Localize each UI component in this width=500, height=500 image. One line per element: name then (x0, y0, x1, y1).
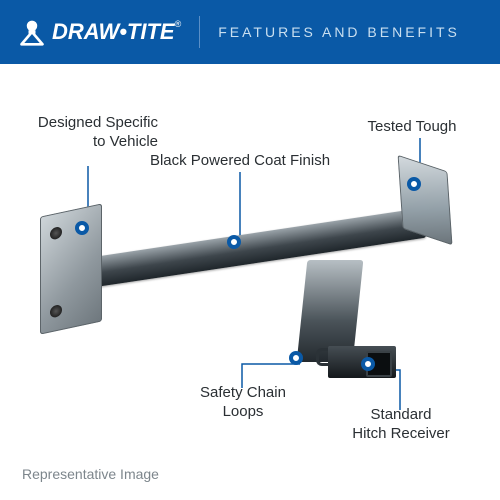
diagram-stage: Designed Specificto VehicleBlack Powered… (0, 64, 500, 500)
callout-loops-line1: Loops (188, 403, 298, 422)
callout-tested: Tested Tough (352, 118, 472, 137)
marker-loops (289, 351, 303, 365)
header-title: FEATURES AND BENEFITS (218, 24, 460, 40)
header-divider (199, 16, 200, 48)
callout-designed-line0: Designed Specific (18, 114, 158, 133)
callout-loops: Safety ChainLoops (188, 384, 298, 422)
marker-receiver (361, 357, 375, 371)
brand-logo: DRAW•TITE® (18, 18, 181, 46)
callout-loops-line0: Safety Chain (188, 384, 298, 403)
marker-tested (407, 177, 421, 191)
callout-finish-line0: Black Powered Coat Finish (135, 152, 345, 171)
brand-name: DRAW•TITE® (52, 19, 181, 45)
callout-designed: Designed Specificto Vehicle (18, 114, 158, 152)
callout-finish: Black Powered Coat Finish (135, 152, 345, 171)
callout-line-receiver (376, 370, 400, 410)
callout-designed-line1: to Vehicle (18, 133, 158, 152)
callout-receiver-line0: Standard (336, 406, 466, 425)
hitch-ball-icon (18, 18, 46, 46)
header-bar: DRAW•TITE® FEATURES AND BENEFITS (0, 0, 500, 64)
marker-finish (227, 235, 241, 249)
marker-designed (75, 221, 89, 235)
footnote: Representative Image (22, 466, 159, 482)
callout-receiver-line1: Hitch Receiver (336, 425, 466, 444)
callout-tested-line0: Tested Tough (352, 118, 472, 137)
callout-receiver: StandardHitch Receiver (336, 406, 466, 444)
